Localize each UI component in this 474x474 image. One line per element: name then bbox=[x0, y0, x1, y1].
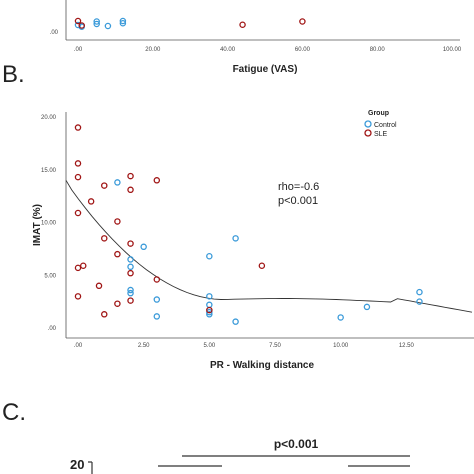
chart-b-point-control bbox=[153, 313, 161, 320]
chart-b-point-sle bbox=[87, 198, 95, 205]
chart-b-point-sle bbox=[127, 297, 134, 304]
chart-a-point-control bbox=[119, 19, 127, 27]
chart-a-point-control bbox=[93, 20, 100, 28]
chart-b-point-sle bbox=[153, 177, 161, 184]
chart-b-x-tick-label: 7.50 bbox=[269, 343, 281, 349]
chart-b-point-sle bbox=[101, 182, 108, 189]
chart-b-y-tick-label: 5.00 bbox=[44, 273, 56, 279]
chart-b-point-control bbox=[206, 311, 213, 318]
chart-a-point-sle bbox=[78, 22, 85, 29]
chart-b-point-control bbox=[232, 318, 239, 325]
panel-b-label: B. bbox=[2, 61, 25, 88]
chart-b-x-ticks: .00 2.50 5.00 7.50 10.00 12.50 bbox=[74, 343, 415, 349]
chart-b-point-control bbox=[232, 235, 239, 242]
chart-a-point-sle bbox=[299, 18, 306, 25]
chart-b-y-ticks: .00 5.00 10.00 15.00 20.00 bbox=[41, 115, 57, 332]
chart-a-x-tick-label: .00 bbox=[74, 47, 83, 53]
chart-a-x-axis-label: Fatigue (VAS) bbox=[233, 64, 298, 75]
chart-b-point-sle bbox=[258, 262, 266, 270]
chart-b-point-sle bbox=[127, 172, 134, 180]
chart-b-x-tick-label: 5.00 bbox=[203, 343, 215, 349]
chart-b-point-sle bbox=[74, 160, 82, 167]
chart-b-y-axis-label: IMAT (%) bbox=[32, 204, 43, 246]
chart-b-point-sle bbox=[114, 250, 121, 258]
chart-a-x-tick-label: 20.00 bbox=[145, 47, 161, 53]
chart-c-y-tick-label: 20 bbox=[70, 457, 84, 472]
chart-a-y-tick-label: .00 bbox=[50, 30, 59, 36]
chart-a-x-ticks: .00 20.00 40.00 60.00 80.00 100.00 bbox=[74, 47, 462, 53]
chart-b-point-sle bbox=[74, 293, 82, 300]
chart-b-point-sle bbox=[206, 306, 213, 314]
chart-b-x-tick-label: 2.50 bbox=[138, 343, 150, 349]
chart-b-point-sle bbox=[74, 264, 82, 272]
chart-b-point-sle bbox=[127, 240, 134, 247]
chart-b-point-control bbox=[206, 253, 213, 260]
chart-b-point-control bbox=[206, 293, 213, 300]
chart-a-x-tick-label: 60.00 bbox=[295, 47, 311, 53]
chart-b-point-control bbox=[206, 301, 213, 309]
chart-b-point-sle bbox=[101, 311, 108, 318]
chart-b-point-control bbox=[127, 289, 134, 297]
chart-b-x-tick-label: 10.00 bbox=[333, 343, 349, 349]
chart-b-point-sle bbox=[114, 300, 121, 307]
chart-b-legend: Group Control SLE bbox=[364, 110, 397, 138]
legend-label-sle: SLE bbox=[374, 131, 388, 138]
chart-b-y-tick-label: .00 bbox=[48, 326, 57, 332]
chart-b-point-control bbox=[206, 308, 213, 316]
chart-b-point-sle bbox=[74, 124, 82, 131]
chart-b-point-control bbox=[140, 243, 147, 251]
chart-a-point-sle bbox=[74, 17, 82, 25]
chart-b-point-sle bbox=[74, 173, 82, 181]
panel-c-label: C. bbox=[2, 399, 26, 426]
chart-b-point-sle bbox=[80, 262, 87, 270]
chart-b-point-control bbox=[337, 314, 344, 321]
chart-a-point-control bbox=[93, 18, 100, 25]
chart-b-x-axis-label: PR - Walking distance bbox=[210, 360, 315, 371]
chart-b-fit-line bbox=[65, 180, 473, 313]
chart-b-point-control bbox=[153, 296, 161, 303]
chart-b-y-tick-label: 15.00 bbox=[41, 168, 57, 174]
chart-b-point-sle bbox=[127, 186, 134, 194]
legend-title: Group bbox=[368, 110, 389, 117]
chart-b-point-sle bbox=[114, 218, 121, 225]
chart-b-point-sle bbox=[95, 282, 103, 290]
chart-b-point-sle bbox=[101, 235, 108, 242]
chart-b-x-tick-label: .00 bbox=[74, 343, 83, 349]
chart-a-x-tick-label: 100.00 bbox=[443, 47, 462, 53]
chart-b-rho-annotation: rho=-0.6 bbox=[278, 181, 319, 193]
chart-b-point-control bbox=[114, 179, 121, 186]
chart-a: .00 .00 20.00 40.00 60.00 80.00 100.00 Fatigu… bbox=[50, 0, 462, 75]
chart-b: .00 5.00 10.00 15.00 20.00 .00 2.50 5.00 7.50 10… bbox=[32, 110, 474, 371]
chart-a-x-tick-label: 80.00 bbox=[370, 47, 386, 53]
chart-a-point-sle bbox=[239, 21, 246, 28]
chart-a-x-tick-label: 40.00 bbox=[220, 47, 236, 53]
chart-b-p-annotation: p<0.001 bbox=[278, 195, 318, 207]
chart-a-points bbox=[74, 17, 306, 30]
chart-b-point-sle bbox=[74, 209, 82, 217]
chart-b-point-control bbox=[416, 288, 423, 296]
chart-b-point-control bbox=[363, 303, 371, 311]
chart-b-x-tick-label: 12.50 bbox=[399, 343, 415, 349]
chart-b-point-control bbox=[127, 286, 134, 294]
chart-b-y-tick-label: 20.00 bbox=[41, 115, 57, 121]
legend-marker-control bbox=[364, 120, 372, 128]
legend-marker-sle bbox=[364, 129, 372, 137]
chart-b-point-control bbox=[127, 256, 134, 263]
chart-b-point-sle bbox=[153, 276, 161, 283]
chart-c-p-annotation: p<0.001 bbox=[274, 437, 319, 451]
chart-c: p<0.001 20 bbox=[70, 437, 410, 474]
chart-b-point-control bbox=[416, 298, 423, 305]
chart-b-point-control bbox=[127, 263, 134, 271]
legend-label-control: Control bbox=[374, 122, 397, 129]
chart-b-y-tick-label: 10.00 bbox=[41, 221, 57, 227]
chart-b-points bbox=[74, 124, 423, 325]
chart-a-point-control bbox=[104, 22, 112, 30]
chart-a-point-control bbox=[119, 17, 127, 25]
chart-b-point-sle bbox=[127, 269, 134, 277]
